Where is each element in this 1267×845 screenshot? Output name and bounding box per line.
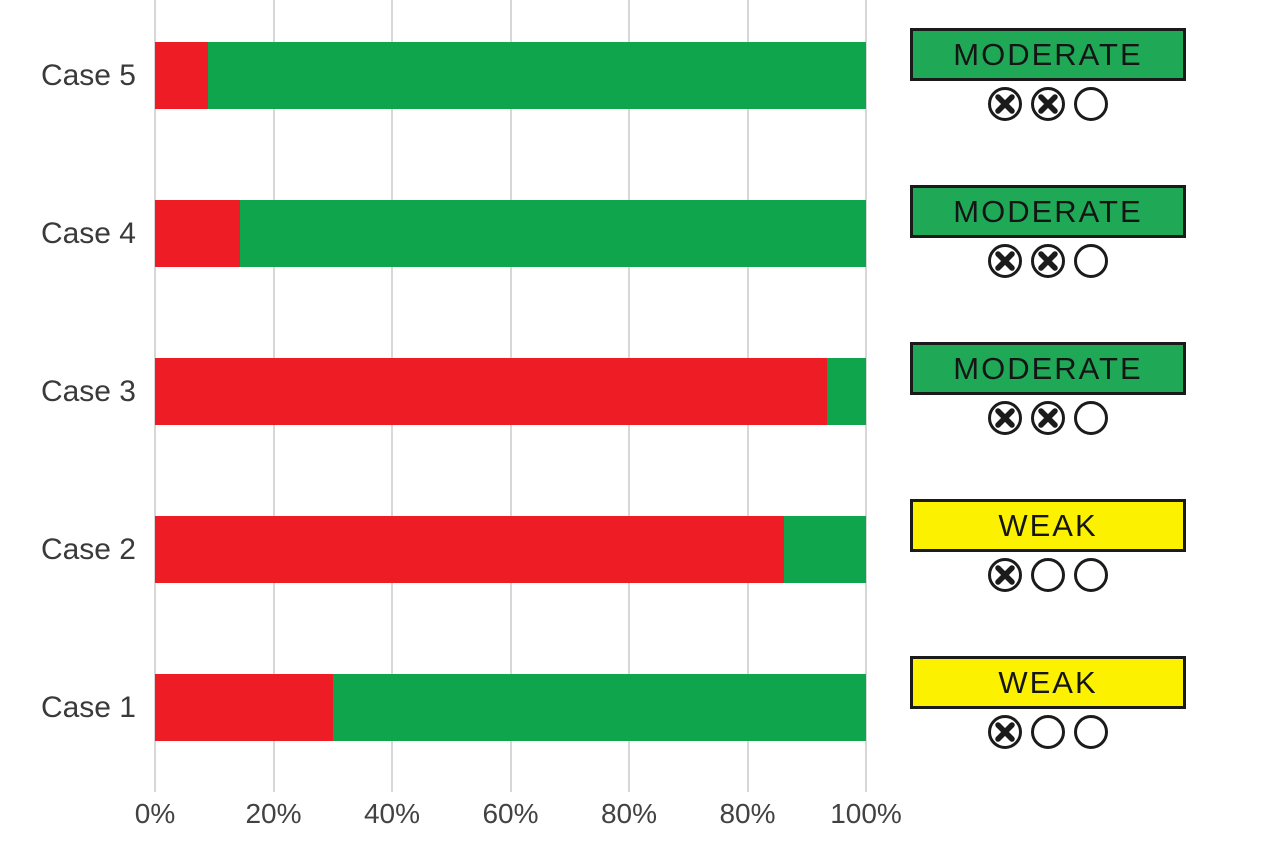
crossed-circle-icon [1031, 87, 1065, 121]
empty-circle-icon [1074, 715, 1108, 749]
crossed-circle-icon [1031, 244, 1065, 278]
bar-row [155, 42, 866, 109]
x-tick-label: 0% [134, 798, 176, 829]
bar-row [155, 516, 866, 583]
bar-segment-green [332, 674, 866, 741]
bar-segment-red [155, 674, 333, 741]
rating-badge-label: MODERATE [953, 351, 1143, 386]
y-axis-label: Case 3 [40, 374, 136, 408]
rating-badge-label: MODERATE [953, 194, 1143, 229]
rating-badge-label: WEAK [998, 508, 1098, 543]
bar-segment-red [155, 358, 827, 425]
rating-badge: WEAK [910, 656, 1186, 709]
y-axis-label: Case 4 [40, 216, 136, 250]
bar-segment-red [155, 42, 209, 109]
x-tick-label: 20% [245, 798, 302, 829]
bar-row [155, 358, 866, 425]
bar-segment-green [784, 516, 866, 583]
crossed-circle-icon [988, 715, 1022, 749]
crossed-circle-icon [988, 558, 1022, 592]
x-tick-label: 60% [482, 798, 539, 829]
crossed-circle-icon [988, 87, 1022, 121]
bar-segment-green [208, 42, 866, 109]
gridline [865, 0, 867, 792]
crossed-circle-icon [988, 244, 1022, 278]
bar-row [155, 200, 866, 267]
crossed-circle-icon [1031, 401, 1065, 435]
empty-circle-icon [1074, 401, 1108, 435]
x-tick-label: 80% [600, 798, 658, 829]
y-axis-label: Case 2 [40, 532, 136, 566]
rating-badge-label: WEAK [998, 665, 1098, 700]
x-tick-label: 80% [719, 798, 776, 829]
rating-marks [910, 241, 1186, 281]
empty-circle-icon [1074, 244, 1108, 278]
bar-segment-green [826, 358, 866, 425]
y-axis-label: Case 5 [40, 58, 136, 92]
x-tick-label: 100% [830, 798, 902, 829]
bar-row [155, 674, 866, 741]
bar-segment-green [240, 200, 866, 267]
rating-badge: WEAK [910, 499, 1186, 552]
bar-segment-red [155, 200, 241, 267]
rating-marks [910, 398, 1186, 438]
rating-marks [910, 555, 1186, 595]
rating-badge: MODERATE [910, 185, 1186, 238]
bar-segment-red [155, 516, 785, 583]
empty-circle-icon [1031, 715, 1065, 749]
rating-marks [910, 84, 1186, 124]
rating-marks [910, 712, 1186, 752]
y-axis-label: Case 1 [40, 690, 136, 724]
crossed-circle-icon [988, 401, 1022, 435]
empty-circle-icon [1074, 558, 1108, 592]
empty-circle-icon [1031, 558, 1065, 592]
x-tick-label: 40% [363, 798, 421, 829]
rating-badge-label: MODERATE [953, 37, 1143, 72]
rating-badge: MODERATE [910, 28, 1186, 81]
rating-badge: MODERATE [910, 342, 1186, 395]
empty-circle-icon [1074, 87, 1108, 121]
plot-area [154, 0, 867, 792]
